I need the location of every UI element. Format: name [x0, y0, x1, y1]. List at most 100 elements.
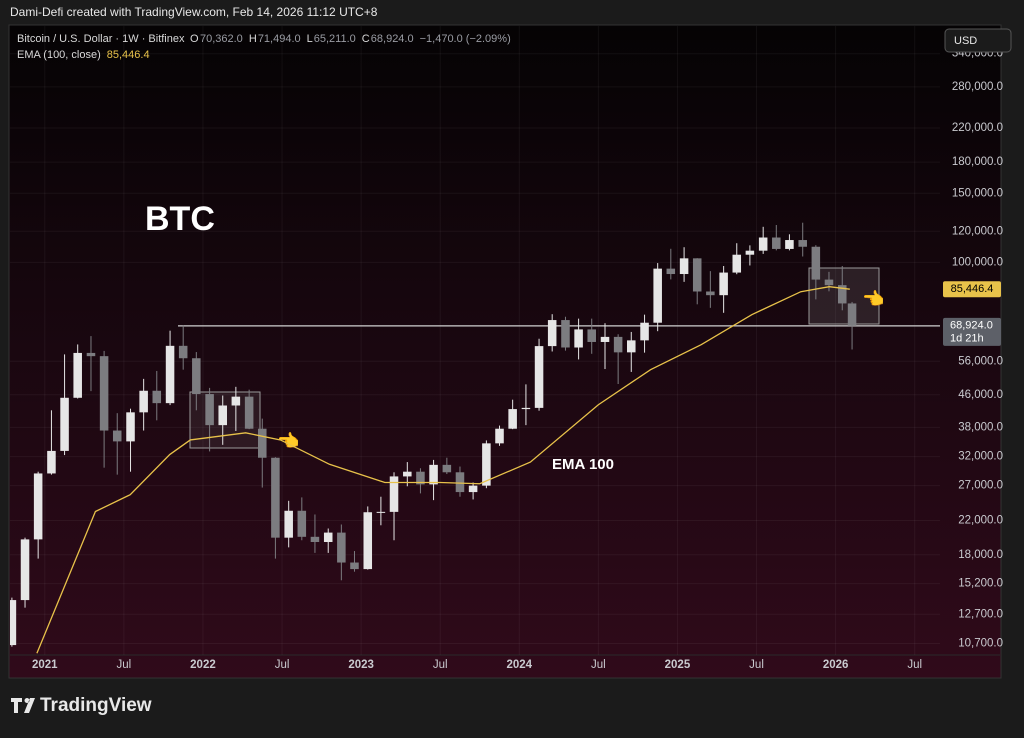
candle-body: [403, 471, 412, 477]
candle-body: [442, 464, 452, 473]
logo-icon: [11, 698, 35, 713]
candle-body: [165, 345, 175, 404]
y-tick-label: 12,700.0: [958, 608, 1003, 620]
countdown-label: 1d 21h: [950, 333, 984, 345]
candle-body: [429, 464, 438, 485]
candle-body: [376, 511, 386, 513]
chart-panel: [8, 24, 1002, 679]
y-tick-label: 27,000.0: [958, 480, 1003, 492]
candle-body: [20, 539, 30, 601]
y-tick-label: 18,000.0: [958, 549, 1003, 561]
candle-body: [482, 443, 491, 486]
logo-text: TradingView: [40, 695, 152, 716]
candle-body: [679, 258, 689, 275]
ohlc-value: 65,211.0: [314, 33, 356, 45]
axes: 10,700.0 12,700.0 15,200.0 18,000.0 22,000.0…: [32, 48, 1003, 671]
candle-body: [244, 396, 254, 429]
x-tick-label: Jul: [275, 659, 290, 671]
candle-body: [152, 390, 162, 404]
candle-body: [640, 322, 649, 341]
ohlc-key: O: [190, 33, 199, 45]
candle-body: [772, 237, 781, 249]
candle-body: [785, 240, 794, 249]
candle-body: [363, 512, 373, 570]
indicator-name: EMA (100, close): [17, 49, 101, 61]
y-tick-label: 180,000.0: [952, 156, 1003, 168]
y-tick-label: 120,000.0: [952, 225, 1003, 237]
price-tag: [943, 317, 1001, 346]
candle-body: [798, 240, 807, 247]
candle-body: [600, 336, 610, 342]
symbol: Bitcoin / U.S. Dollar · 1W · Bitfinex: [17, 33, 185, 45]
candle-body: [10, 600, 17, 646]
x-tick-label: 2022: [190, 659, 216, 671]
candle-body: [626, 340, 636, 353]
candle-body: [86, 352, 96, 357]
currency-label[interactable]: USD: [954, 35, 977, 47]
chart-title: BTC: [145, 200, 215, 238]
candle-body: [719, 272, 728, 296]
candle-body: [73, 352, 82, 398]
candle-body: [126, 412, 135, 442]
x-tick-label: Jul: [749, 659, 764, 671]
ema-label: EMA 100: [552, 456, 614, 473]
candle-body: [178, 345, 188, 359]
x-tick-label: Jul: [433, 659, 448, 671]
candle-body: [732, 254, 742, 273]
y-tick-label: 15,200.0: [958, 578, 1003, 590]
candle-body: [666, 268, 676, 275]
y-tick-label: 150,000.0: [952, 187, 1003, 199]
y-tick-label: 10,700.0: [958, 637, 1003, 649]
candle-body: [508, 409, 517, 429]
candle-body: [192, 358, 201, 395]
candle-body: [847, 303, 857, 326]
candle-body: [99, 356, 109, 431]
header: Dami-Defi created with TradingView.com, …: [10, 5, 378, 19]
x-tick-label: Jul: [591, 659, 606, 671]
candle-body: [350, 562, 359, 570]
candle-body: [758, 237, 768, 251]
candle-body: [811, 246, 821, 280]
candle-body: [310, 536, 320, 543]
ohlc-key: L: [307, 33, 313, 45]
y-tick-label: 46,000.0: [958, 389, 1003, 401]
y-tick-label: 32,000.0: [958, 451, 1003, 463]
y-tick-label: 100,000.0: [952, 256, 1003, 268]
x-tick-label: 2025: [665, 659, 691, 671]
candle-body: [824, 279, 834, 286]
candle-body: [561, 320, 570, 348]
x-tick-label: 2021: [32, 659, 58, 671]
y-tick-label: 22,000.0: [958, 515, 1003, 527]
grid: [10, 26, 940, 655]
currency-button[interactable]: [944, 28, 1012, 53]
x-tick-label: 2023: [348, 659, 374, 671]
pointing-hand: 👈: [862, 289, 884, 309]
y-tick-label: 280,000.0: [952, 81, 1003, 93]
ema-line: [36, 286, 850, 654]
candle-body: [33, 473, 43, 540]
y-tick-label: 220,000.0: [952, 122, 1003, 134]
candle-body: [745, 250, 755, 255]
candle-body: [534, 346, 544, 408]
candle-body: [613, 336, 623, 353]
candle-body: [653, 268, 662, 323]
candle-body: [587, 329, 596, 342]
candle-body: [205, 394, 214, 426]
candle-body: [139, 390, 148, 413]
x-tick-label: 2026: [823, 659, 849, 671]
candle-body: [455, 472, 465, 493]
legend: Bitcoin / U.S. Dollar · 1W · Bitfinex EM…: [17, 33, 511, 61]
ohlc-key: H: [249, 33, 257, 45]
candle-body: [337, 532, 346, 563]
plot: 👈 👈: [10, 222, 940, 654]
candle-body: [47, 450, 56, 474]
change: −1,470.0 (−2.09%): [420, 33, 511, 45]
candle-body: [468, 485, 478, 493]
candle-body: [547, 320, 557, 347]
ema-tag: [943, 281, 1001, 298]
candle-body: [389, 476, 399, 512]
candle-body: [112, 430, 122, 442]
candle-body: [495, 428, 504, 444]
candle-body: [218, 405, 227, 426]
